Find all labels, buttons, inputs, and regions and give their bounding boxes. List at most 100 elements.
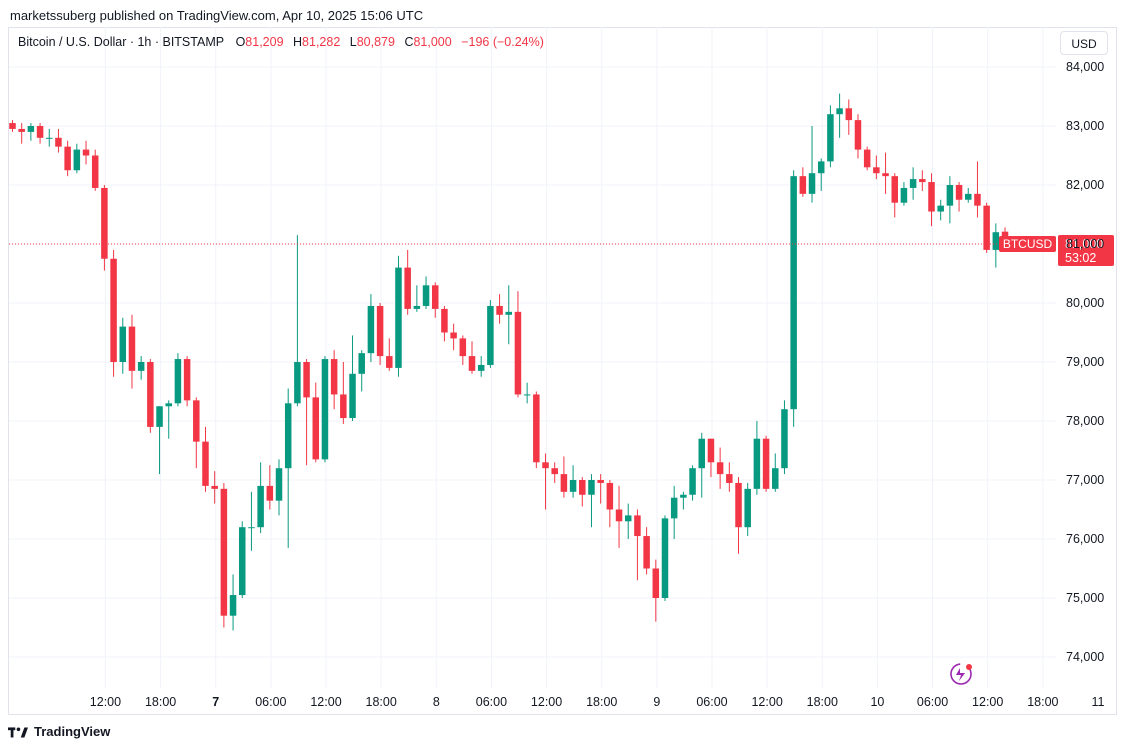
candle-body — [560, 474, 568, 492]
currency-button[interactable]: USD — [1060, 31, 1108, 55]
close-value: 81,000 — [413, 35, 452, 49]
candle-body — [386, 356, 393, 368]
x-tick-label: 18:00 — [366, 695, 397, 709]
candle — [441, 305, 448, 342]
candle — [579, 477, 586, 507]
candle-body — [174, 359, 182, 404]
candle — [386, 338, 393, 371]
price-tag-bg — [1058, 235, 1114, 266]
candle-body — [395, 267, 402, 368]
candle — [762, 435, 770, 492]
low-label: L — [349, 35, 357, 49]
candle-body — [239, 527, 246, 596]
candle — [505, 285, 513, 345]
candle — [239, 521, 246, 598]
candle — [73, 143, 81, 174]
candle-body — [523, 394, 531, 396]
candle-body — [808, 173, 816, 194]
candle-body — [450, 332, 457, 339]
price-axis: 74,000 75,000 76,000 77,000 78,000 79,000 80,0… — [1066, 60, 1104, 664]
candle-body — [36, 126, 44, 138]
candle — [18, 123, 25, 144]
candle-body — [284, 403, 292, 469]
candle-body — [349, 373, 356, 419]
candle — [312, 382, 320, 463]
candle — [367, 294, 375, 362]
candle — [799, 167, 807, 197]
candle — [349, 335, 356, 421]
candle-body — [496, 305, 503, 315]
candle-body — [716, 462, 724, 475]
candle — [330, 350, 338, 410]
candle — [147, 359, 154, 433]
candle-body — [468, 356, 476, 371]
candle-body — [873, 167, 880, 174]
candle — [248, 491, 255, 551]
candle-body — [790, 176, 797, 410]
candle-body — [955, 185, 963, 200]
candle-body — [321, 359, 329, 460]
candle-body — [9, 123, 16, 129]
candle — [588, 474, 595, 528]
candle-body — [588, 480, 595, 495]
candle — [183, 356, 191, 407]
candle-body — [147, 362, 154, 427]
candle-body — [211, 485, 218, 489]
candle-body — [542, 462, 549, 469]
candle — [909, 167, 917, 200]
candle-body — [817, 161, 825, 174]
candle-body — [928, 182, 935, 212]
candle-body — [413, 305, 421, 309]
candle-body — [46, 137, 53, 139]
candle — [533, 391, 540, 469]
x-tick-label: 12:00 — [90, 695, 121, 709]
candle-body — [193, 400, 200, 442]
time-axis: 12:00 18:00 7 06:00 12:00 18:00 8 06:00 12:00 18:… — [90, 695, 1105, 709]
candle — [459, 335, 467, 365]
candle-body — [229, 595, 237, 616]
candle-body — [202, 441, 209, 486]
candle — [854, 114, 862, 159]
y-tick-label: 80,000 — [1066, 296, 1104, 310]
candle — [46, 128, 53, 147]
price-tag-value: 81,000 — [1065, 237, 1103, 251]
candle — [670, 485, 678, 539]
candle — [569, 465, 577, 498]
x-tick-label: 06:00 — [696, 695, 727, 709]
candle-body — [431, 285, 439, 309]
candle — [431, 282, 439, 318]
candle-body — [533, 394, 540, 463]
candle — [174, 353, 182, 407]
candle-body — [919, 179, 926, 183]
candle-body — [606, 482, 614, 510]
candle — [450, 323, 457, 351]
candle-body — [18, 128, 25, 132]
y-tick-label: 82,000 — [1066, 178, 1104, 192]
candle — [689, 465, 696, 501]
tradingview-footer[interactable]: TradingView — [8, 724, 110, 739]
symbol-name: Bitcoin / U.S. Dollar · 1h · BITSTAMP — [18, 35, 225, 49]
candle-body — [900, 187, 908, 203]
candle-body — [772, 468, 779, 489]
candle-body — [615, 509, 623, 522]
x-tick-label: 12:00 — [972, 695, 1003, 709]
candle-body — [579, 480, 586, 495]
symbol-tag-bg — [999, 236, 1056, 252]
y-tick-label: 75,000 — [1066, 591, 1104, 605]
candle — [772, 453, 779, 492]
candle — [275, 459, 283, 516]
candle — [845, 99, 853, 135]
candle-body — [854, 120, 862, 150]
candle-body — [983, 205, 990, 250]
candle — [744, 482, 751, 537]
candle — [836, 93, 843, 138]
candle-body — [294, 362, 301, 404]
x-tick-label: 06:00 — [917, 695, 948, 709]
candle — [193, 397, 200, 469]
candle — [284, 388, 292, 548]
candle — [321, 356, 329, 463]
replay-icon[interactable] — [950, 663, 972, 685]
candle — [468, 341, 476, 374]
candle-body — [762, 438, 770, 489]
